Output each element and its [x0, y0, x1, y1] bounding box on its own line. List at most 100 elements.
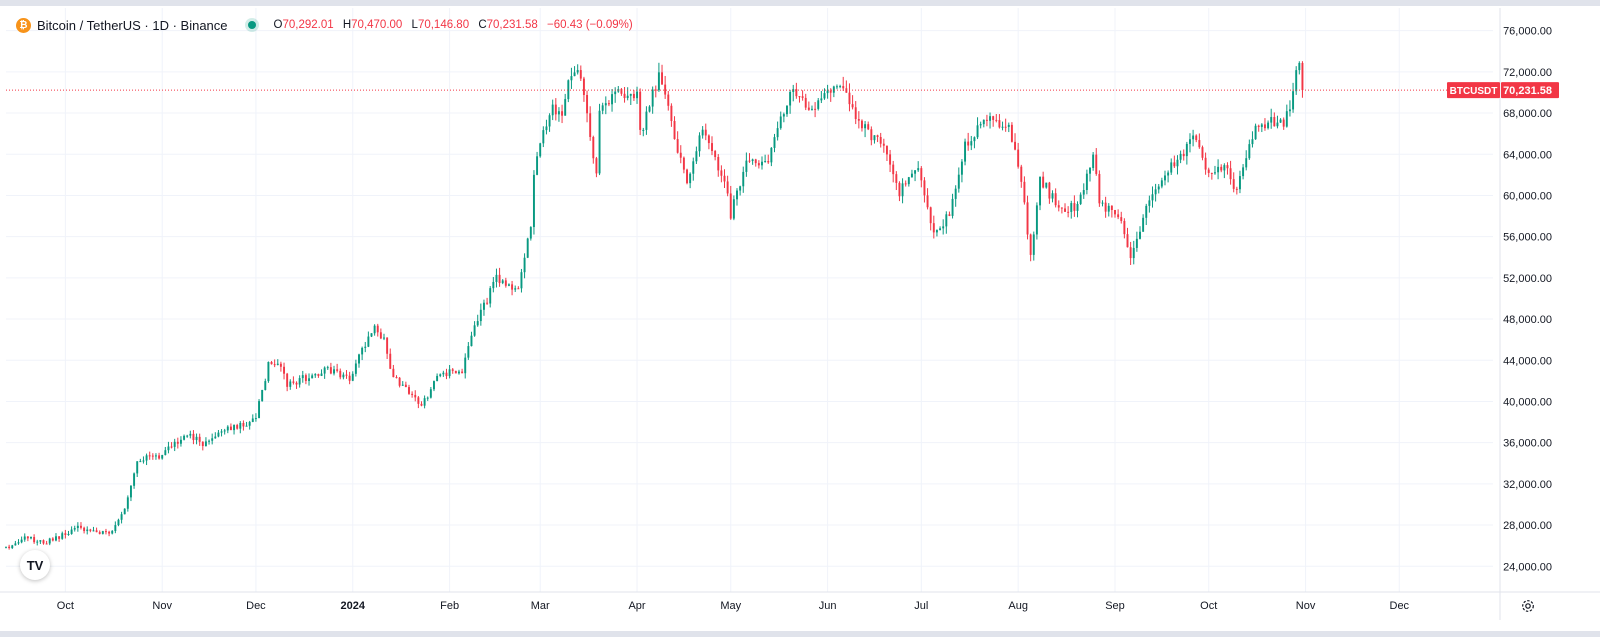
candle-body: [676, 139, 679, 153]
candle-body: [1154, 189, 1157, 195]
candle-body: [1064, 208, 1066, 212]
candle-body: [917, 168, 920, 171]
candle-body: [673, 120, 676, 140]
candle-body: [1242, 167, 1245, 177]
candle-body: [1270, 117, 1273, 123]
candle-body: [654, 89, 657, 91]
candle-body: [951, 198, 954, 216]
candle-body: [1089, 167, 1091, 174]
candle-body: [776, 128, 779, 138]
candle-body: [642, 129, 645, 131]
candle-body: [717, 157, 720, 171]
candle-body: [1076, 203, 1079, 211]
candle-body: [233, 425, 236, 431]
candle-body: [954, 188, 957, 199]
candle-body: [39, 540, 42, 542]
candle-body: [364, 346, 367, 348]
candle-body: [451, 369, 454, 371]
candle-body: [417, 397, 420, 404]
candle-body: [857, 119, 860, 121]
candle-body: [1114, 210, 1116, 215]
candle-body: [89, 529, 92, 531]
candle-body: [623, 93, 626, 99]
candle-body: [664, 84, 667, 95]
candle-body: [70, 529, 73, 534]
candle-body: [636, 91, 639, 99]
candle-body: [104, 531, 107, 533]
candle-body: [1288, 109, 1291, 112]
candle-body: [689, 173, 692, 184]
candle-body: [801, 96, 804, 98]
candle-body: [467, 346, 470, 358]
symbol-legend[interactable]: ₿ Bitcoin / TetherUS · 1D · Binance O70,…: [16, 16, 639, 34]
candle-body: [5, 546, 7, 548]
gear-icon[interactable]: [1521, 599, 1535, 613]
candle-body: [561, 111, 564, 116]
candle-body: [145, 455, 148, 461]
candle-body: [970, 141, 973, 146]
candle-body: [1210, 172, 1213, 174]
candle-body: [498, 274, 501, 284]
x-tick-label: Jun: [819, 600, 837, 612]
candle-body: [1051, 193, 1054, 199]
candle-body: [1245, 158, 1248, 168]
candle-body: [807, 107, 810, 110]
market-status-icon[interactable]: [247, 21, 256, 29]
y-tick-label: 36,000.00: [1503, 438, 1552, 450]
candle-body: [173, 441, 176, 447]
candle-body: [1017, 149, 1020, 167]
candle-body: [907, 177, 910, 185]
candle-body: [1151, 194, 1154, 201]
candle-body: [1295, 70, 1298, 92]
candle-body: [779, 116, 782, 129]
candle-body: [870, 129, 873, 141]
candle-body: [1117, 214, 1120, 218]
candle-body: [245, 425, 248, 427]
candle-body: [164, 450, 167, 456]
candle-body: [26, 536, 29, 539]
candle-body: [1276, 122, 1279, 127]
candle-body: [957, 174, 960, 189]
y-tick-label: 24,000.00: [1503, 561, 1552, 573]
candle-body: [1285, 111, 1288, 127]
candle-body: [492, 281, 495, 289]
x-tick-label: Feb: [440, 600, 459, 612]
x-tick-label: Oct: [1200, 600, 1217, 612]
candle-body: [117, 519, 120, 526]
tradingview-logo[interactable]: TV: [20, 550, 50, 580]
candle-body: [389, 353, 392, 369]
candle-body: [273, 364, 276, 366]
last-price-tag-bg: [1501, 82, 1559, 99]
candle-body: [939, 228, 942, 231]
candle-body: [345, 374, 348, 376]
candle-body: [626, 95, 629, 99]
candle-body: [1160, 180, 1163, 187]
candle-body: [1232, 179, 1235, 189]
candle-body: [1135, 238, 1138, 248]
candle-body: [486, 302, 489, 304]
candle-body: [1235, 188, 1238, 190]
candle-body: [1060, 207, 1063, 209]
candle-body: [336, 369, 339, 371]
symbol-title[interactable]: Bitcoin / TetherUS · 1D · Binance: [37, 17, 228, 33]
candle-body: [379, 332, 382, 339]
candle-body: [923, 180, 926, 196]
candle-body: [720, 170, 723, 176]
x-tick-label: Oct: [57, 600, 74, 612]
candle-body: [76, 525, 79, 529]
candle-body: [1170, 162, 1173, 173]
candle-body: [767, 161, 770, 163]
candle-body: [523, 257, 526, 273]
candle-body: [20, 539, 23, 543]
candle-body: [1032, 234, 1035, 255]
candle-body: [464, 357, 467, 374]
candle-body: [576, 70, 579, 73]
candle-body: [1167, 172, 1170, 176]
candle-body: [158, 455, 161, 459]
candle-body: [461, 371, 464, 374]
candle-body: [101, 531, 104, 534]
candle-body: [942, 226, 945, 229]
candle-body: [11, 545, 14, 549]
candle-body: [848, 92, 851, 105]
